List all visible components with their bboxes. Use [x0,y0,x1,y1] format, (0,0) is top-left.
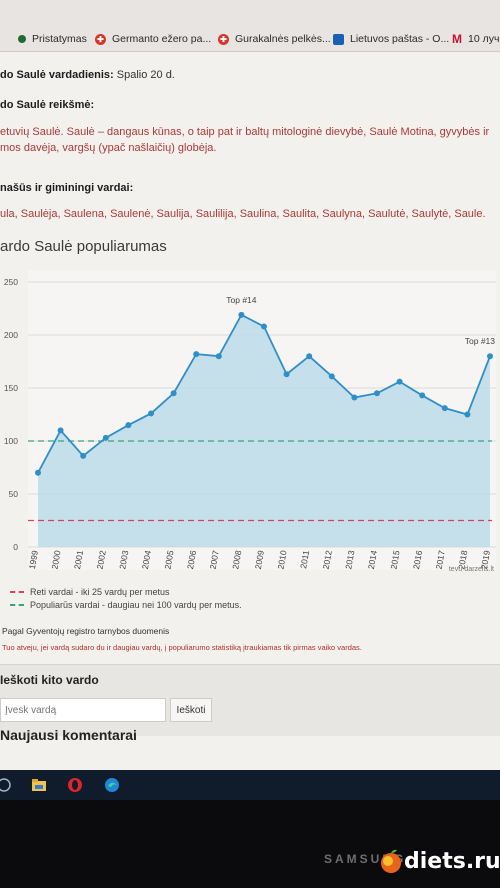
data-point [396,378,403,385]
bookmark-gurakalnes[interactable]: ✚ Gurakalnės pelkės... [218,30,331,48]
data-point [441,405,448,412]
red-cross-icon: ✚ [218,33,229,45]
x-tick-label: 1999 [27,549,40,570]
data-point [125,422,132,429]
data-point [419,392,426,399]
legend-popular: Populiarūs vardai - daugiau nei 100 vard… [10,600,242,610]
task-view-icon[interactable] [0,777,12,793]
data-point [57,427,64,434]
x-tick-label: 2018 [456,549,469,570]
data-point [464,411,471,418]
y-tick-label: 0 [13,542,18,552]
bookmark-pristatymas[interactable]: Pristatymas [18,30,87,48]
bookmark-label: 10 луч [468,33,500,45]
area-fill [38,314,490,547]
legend-rare: Reti vardai - iki 25 vardų per metus [10,587,170,597]
name-search-input[interactable] [0,698,166,722]
search-section: Ieškoti kito vardo Ieškoti [0,664,500,736]
x-tick-label: 2016 [411,549,424,570]
data-point [351,394,358,401]
data-point [487,353,493,360]
data-point [374,390,380,397]
data-point [261,323,267,330]
latest-comments-heading: Naujausi komentarai [0,727,137,743]
bookmark-label: Pristatymas [32,33,87,45]
data-point [102,434,109,441]
data-point [238,311,245,318]
x-tick-label: 2017 [434,549,447,570]
x-tick-label: 2007 [208,549,221,570]
meaning-text-line1: etuvių Saulė. Saulė – dangaus kūnas, o t… [0,126,490,138]
search-title: Ieškoti kito vardo [0,673,99,687]
chart-watermark: tevu-darzelis.lt [449,566,494,573]
x-tick-label: 2010 [275,549,288,570]
popular-line-swatch [10,604,24,606]
watermark-text: diets.ru [404,848,500,874]
popularity-chart: 0 50 100 150 200 250 1999 2000 2001 2002 2003 2004 2… [4,270,496,573]
data-point [283,371,290,378]
lp-logo-icon [333,33,344,45]
bookmark-label: Germanto ežero pa... [112,33,212,45]
y-tick-label: 100 [4,436,18,446]
data-point [35,469,41,476]
monitor-bezel: SAMSUNG diets.ru [0,800,500,888]
y-tick-label: 250 [4,277,18,287]
related-heading: našūs ir giminingi vardai: [0,182,134,194]
y-tick-label: 200 [4,330,18,340]
x-tick-label: 2009 [253,549,266,570]
x-tick-label: 2014 [366,549,379,570]
x-tick-label: 2000 [49,549,62,570]
bookmark-10[interactable]: M 10 луч [452,30,499,48]
meaning-text-line2: mos davėja, vargšų (ypač našlaičių) glob… [0,142,217,154]
opera-browser-icon[interactable] [67,777,83,793]
web-page: do Saulė vardadienis: Spalio 20 d. do Sa… [0,52,500,770]
x-tick-label: 2003 [117,549,130,570]
related-names: ula, Saulėja, Saulena, Saulenė, Saulija,… [0,208,486,220]
nameday-value: Spalio 20 d. [116,69,175,81]
x-tick-label: 2019 [479,549,492,570]
top-rank-annotation: Top #13 [465,336,496,346]
x-tick-label: 2015 [388,549,401,570]
data-point [170,390,177,397]
x-tick-label: 2006 [185,549,198,570]
top-rank-annotation: Top #14 [226,295,257,305]
x-tick-label: 2005 [162,549,175,570]
nameday-line: do Saulė vardadienis: Spalio 20 d. [0,69,175,81]
apple-logo-icon [381,849,401,873]
meaning-heading: do Saulė reikšmė: [0,99,95,111]
data-point [328,373,335,380]
x-tick-label: 2002 [95,549,108,570]
data-point [148,410,154,417]
bookmark-label: Gurakalnės pelkės... [235,33,331,45]
popularity-title: ardo Saulė populiarumas [0,238,167,255]
y-tick-label: 50 [9,489,19,499]
bookmark-lietuvos-pastas[interactable]: Lietuvos paštas - O... [333,30,449,48]
m-logo-icon: M [452,32,462,46]
x-tick-label: 2008 [230,549,243,570]
x-tick-label: 2013 [343,549,356,570]
data-source: Pagal Gyventojų registro tarnybos duomen… [2,626,170,636]
search-button[interactable]: Ieškoti [170,698,212,722]
y-tick-label: 150 [4,383,18,393]
diets-watermark: diets.ru [378,848,500,874]
data-point [80,452,87,459]
file-explorer-icon[interactable] [31,777,47,793]
bookmark-label: Lietuvos paštas - O... [350,33,450,45]
x-tick-label: 2012 [321,549,334,570]
x-tick-label: 2011 [298,549,311,569]
data-point [306,353,313,360]
nameday-label: do Saulė vardadienis: [0,69,114,81]
rare-line-swatch [10,591,24,593]
bookmarks-bar: Pristatymas ✚ Germanto ežero pa... ✚ Gur… [0,0,500,52]
windows-taskbar [0,770,500,800]
x-tick-label: 2001 [72,549,85,570]
popularity-note: Tuo atveju, jei vardą sudaro du ir daugi… [2,643,362,652]
x-tick-label: 2004 [140,549,153,570]
red-cross-icon: ✚ [95,33,106,45]
edge-browser-icon[interactable] [104,777,120,793]
green-dot-icon [18,35,26,43]
data-point [215,353,222,360]
data-point [193,351,200,358]
bookmark-germanto[interactable]: ✚ Germanto ežero pa... [95,30,211,48]
